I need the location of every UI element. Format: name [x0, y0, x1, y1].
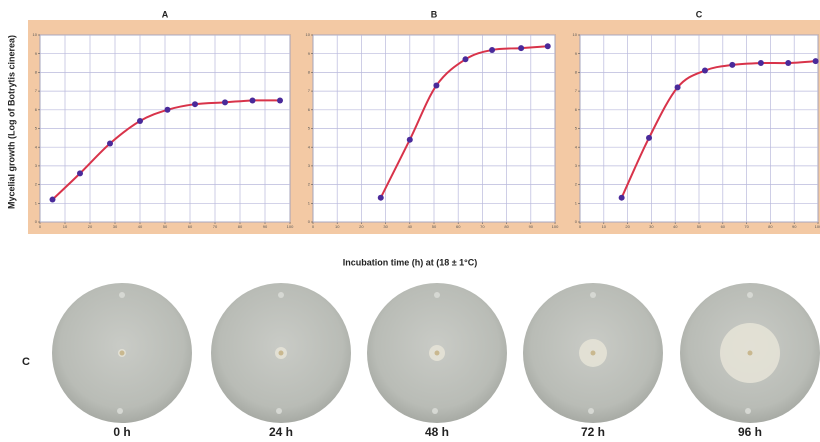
- data-point: [702, 68, 708, 74]
- x-tick-label: 90: [792, 224, 797, 229]
- chart-title: A: [162, 9, 169, 19]
- x-tick-label: 100: [815, 224, 820, 229]
- x-tick-label: 70: [744, 224, 749, 229]
- x-tick-label: 100: [552, 224, 559, 229]
- data-point: [619, 195, 625, 201]
- x-tick-label: 40: [673, 224, 678, 229]
- x-tick-label: 30: [383, 224, 388, 229]
- x-tick-label: 60: [456, 224, 461, 229]
- x-tick-label: 30: [113, 224, 118, 229]
- data-point: [107, 140, 113, 146]
- x-tick-label: 60: [721, 224, 726, 229]
- data-point: [646, 135, 652, 141]
- dish-label: 48 h: [425, 425, 449, 439]
- dish-mark: [747, 292, 753, 298]
- inoculum: [748, 351, 753, 356]
- x-tick-label: 10: [602, 224, 607, 229]
- inoculum: [120, 351, 125, 356]
- x-axis-label: Incubation time (h) at (18 ± 1°C): [343, 257, 478, 267]
- x-tick-label: 20: [88, 224, 93, 229]
- data-point: [165, 107, 171, 113]
- dish-mark: [588, 408, 594, 414]
- inoculum: [591, 351, 596, 356]
- x-tick-label: 10: [335, 224, 340, 229]
- data-point: [433, 82, 439, 88]
- inoculum: [279, 351, 284, 356]
- x-tick-label: 80: [768, 224, 773, 229]
- dish-mark: [119, 292, 125, 298]
- dish-mark: [278, 292, 284, 298]
- petri-dishes: 0 h 24 h 48 h 72 h 96 h: [52, 283, 820, 439]
- dish-mark: [434, 292, 440, 298]
- data-point: [137, 118, 143, 124]
- chart-title: C: [696, 9, 703, 19]
- data-point: [222, 99, 228, 105]
- x-tick-label: 100: [287, 224, 294, 229]
- x-tick-label: 50: [432, 224, 437, 229]
- panel-label: C: [22, 356, 30, 368]
- y-tick-label: 10: [306, 32, 311, 37]
- x-tick-label: 80: [504, 224, 509, 229]
- chart-title: B: [431, 9, 438, 19]
- x-tick-label: 90: [529, 224, 534, 229]
- data-point: [675, 84, 681, 90]
- data-point: [813, 58, 819, 64]
- dish-mark: [432, 408, 438, 414]
- x-tick-label: 50: [163, 224, 168, 229]
- x-tick-label: 40: [408, 224, 413, 229]
- data-point: [785, 60, 791, 66]
- dish-label: 24 h: [269, 425, 293, 439]
- x-tick-label: 30: [649, 224, 654, 229]
- dish-mark: [745, 408, 751, 414]
- y-tick-label: 10: [573, 32, 578, 37]
- x-tick-label: 70: [213, 224, 218, 229]
- y-axis-label: Mycelial growth (Log of Botrytis cinerea…: [6, 35, 16, 209]
- data-point: [758, 60, 764, 66]
- x-tick-label: 10: [63, 224, 68, 229]
- x-tick-label: 60: [188, 224, 193, 229]
- dish-mark: [590, 292, 596, 298]
- data-point: [50, 197, 56, 203]
- dish-label: 0 h: [113, 425, 130, 439]
- data-point: [489, 47, 495, 53]
- data-point: [277, 97, 283, 103]
- page: {"chart_data": [ {"type": "line", "title…: [0, 0, 820, 442]
- inoculum: [435, 351, 440, 356]
- data-point: [518, 45, 524, 51]
- data-point: [378, 195, 384, 201]
- data-point: [250, 97, 256, 103]
- dish-mark: [276, 408, 282, 414]
- x-tick-label: 40: [138, 224, 143, 229]
- data-point: [545, 43, 551, 49]
- data-point: [462, 56, 468, 62]
- figure: Mycelial growth (Log of Botrytis cinerea…: [0, 0, 820, 442]
- dish-label: 96 h: [738, 425, 762, 439]
- x-tick-label: 20: [625, 224, 630, 229]
- data-point: [192, 101, 198, 107]
- x-tick-label: 20: [359, 224, 364, 229]
- data-point: [407, 137, 413, 143]
- x-tick-label: 50: [697, 224, 702, 229]
- dish-mark: [117, 408, 123, 414]
- dish-label: 72 h: [581, 425, 605, 439]
- data-point: [77, 170, 83, 176]
- x-tick-label: 80: [238, 224, 243, 229]
- x-tick-label: 70: [480, 224, 485, 229]
- data-point: [729, 62, 735, 68]
- y-tick-label: 10: [33, 32, 38, 37]
- x-tick-label: 90: [263, 224, 268, 229]
